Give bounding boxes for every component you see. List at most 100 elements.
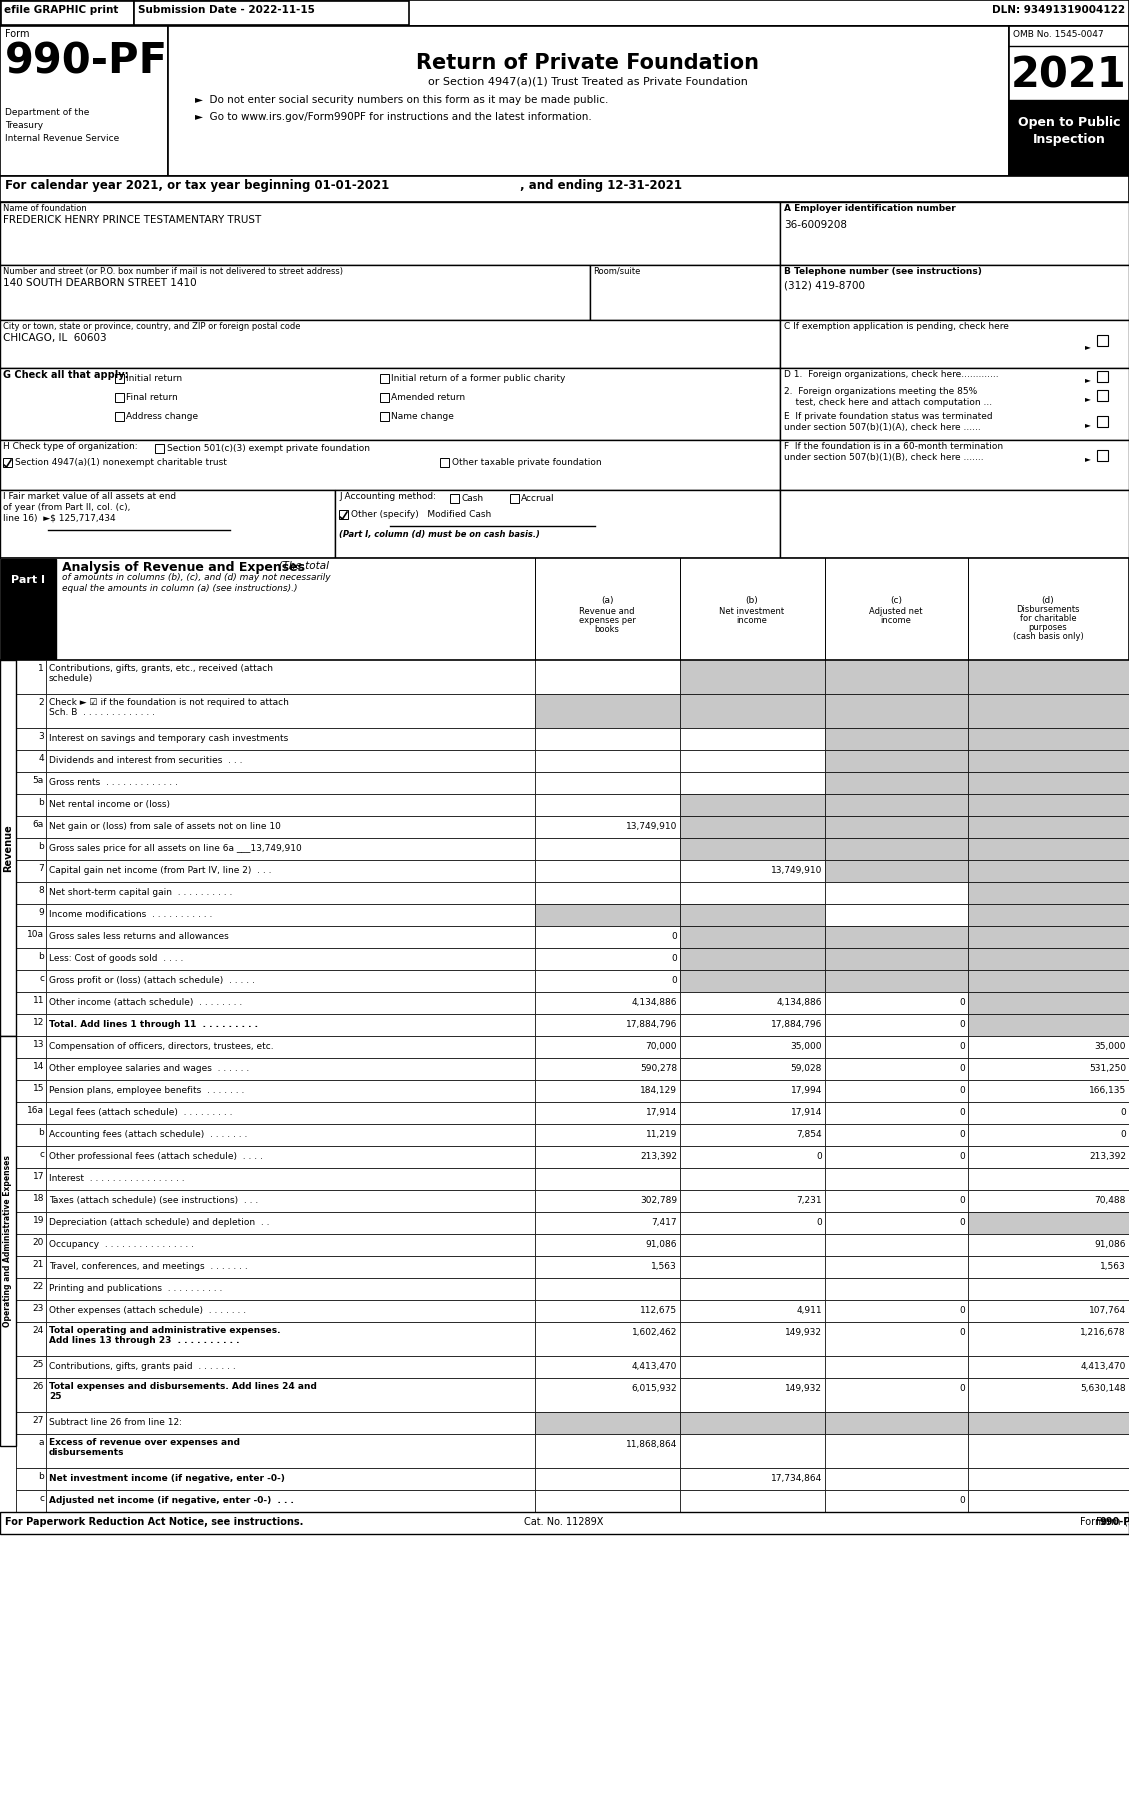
Bar (535, 1278, 680, 1300)
Bar (680, 1411, 825, 1435)
Text: Interest  . . . . . . . . . . . . . . . . .: Interest . . . . . . . . . . . . . . . .… (49, 1174, 185, 1183)
Text: Check ► ☑ if the foundation is not required to attach: Check ► ☑ if the foundation is not requi… (49, 698, 289, 707)
Text: 0: 0 (960, 998, 965, 1007)
Text: (c): (c) (890, 595, 902, 604)
Bar (46, 1102, 535, 1124)
Text: 1,602,462: 1,602,462 (631, 1329, 677, 1338)
Text: 0: 0 (960, 1329, 965, 1338)
Bar (0, 660, 16, 1036)
Text: Gross sales price for all assets on line 6a ___13,749,910: Gross sales price for all assets on line… (49, 843, 301, 852)
Text: 17,884,796: 17,884,796 (625, 1019, 677, 1028)
Text: 2021: 2021 (1012, 56, 1127, 97)
Text: income: income (736, 617, 768, 626)
Bar (46, 1145, 535, 1169)
Text: Submission Date - 2022-11-15: Submission Date - 2022-11-15 (138, 5, 315, 14)
Text: 17,734,864: 17,734,864 (771, 1474, 822, 1483)
Text: Cat. No. 11289X: Cat. No. 11289X (524, 1518, 604, 1527)
Text: Amended return: Amended return (391, 394, 465, 403)
Bar (16, 1081, 46, 1102)
Bar (680, 1377, 825, 1411)
Text: 140 SOUTH DEARBORN STREET 1410: 140 SOUTH DEARBORN STREET 1410 (3, 279, 196, 288)
Text: Gross sales less returns and allowances: Gross sales less returns and allowances (49, 931, 229, 940)
Text: 302,789: 302,789 (640, 1196, 677, 1205)
Text: 184,129: 184,129 (640, 1086, 677, 1095)
Text: 20: 20 (33, 1239, 44, 1248)
Text: c: c (40, 1151, 44, 1160)
Text: 7,231: 7,231 (796, 1196, 822, 1205)
Bar (16, 694, 1129, 728)
Text: Net short-term capital gain  . . . . . . . . . .: Net short-term capital gain . . . . . . … (49, 888, 233, 897)
Bar (968, 816, 1129, 838)
Bar (968, 1145, 1129, 1169)
Bar (0, 25, 1129, 176)
Text: Travel, conferences, and meetings  . . . . . . .: Travel, conferences, and meetings . . . … (49, 1262, 247, 1271)
Bar (968, 948, 1129, 969)
Bar (825, 883, 968, 904)
Bar (46, 1057, 535, 1081)
Text: Pension plans, employee benefits  . . . . . . .: Pension plans, employee benefits . . . .… (49, 1086, 244, 1095)
Bar (16, 1491, 46, 1512)
Text: Add lines 13 through 23  . . . . . . . . . .: Add lines 13 through 23 . . . . . . . . … (49, 1336, 239, 1345)
Text: Total. Add lines 1 through 11  . . . . . . . . .: Total. Add lines 1 through 11 . . . . . … (49, 1019, 259, 1028)
Bar (16, 1014, 46, 1036)
Text: ►: ► (1085, 455, 1091, 464)
Text: 531,250: 531,250 (1088, 1064, 1126, 1073)
Text: 17,914: 17,914 (790, 1108, 822, 1117)
Bar (780, 264, 1129, 320)
Bar (825, 838, 968, 859)
Text: Net rental income or (loss): Net rental income or (loss) (49, 800, 170, 809)
Bar (46, 1081, 535, 1102)
Text: Other income (attach schedule)  . . . . . . . .: Other income (attach schedule) . . . . .… (49, 998, 243, 1007)
Bar (968, 1377, 1129, 1411)
Bar (16, 1300, 46, 1322)
Bar (16, 1212, 46, 1233)
Bar (0, 1036, 16, 1446)
Text: Adjusted net income (if negative, enter -0-)  . . .: Adjusted net income (if negative, enter … (49, 1496, 294, 1505)
Text: Net investment: Net investment (719, 608, 785, 617)
Bar (825, 795, 968, 816)
Bar (825, 1356, 968, 1377)
Bar (680, 750, 825, 771)
Text: 17: 17 (33, 1172, 44, 1181)
Bar (46, 1212, 535, 1233)
Bar (16, 926, 1129, 948)
Bar (535, 1411, 680, 1435)
Text: c: c (40, 1494, 44, 1503)
Bar (825, 1124, 968, 1145)
Text: 18: 18 (33, 1194, 44, 1203)
Text: 17,914: 17,914 (646, 1108, 677, 1117)
Text: (b): (b) (745, 595, 759, 604)
Bar (535, 1036, 680, 1057)
Text: Open to Public: Open to Public (1017, 117, 1120, 129)
Bar (680, 728, 825, 750)
Text: Revenue and: Revenue and (579, 608, 634, 617)
Bar (16, 1036, 46, 1057)
Bar (535, 859, 680, 883)
Bar (46, 883, 535, 904)
Bar (16, 1491, 1129, 1512)
Text: of amounts in columns (b), (c), and (d) may not necessarily: of amounts in columns (b), (c), and (d) … (62, 574, 331, 583)
Bar (825, 1014, 968, 1036)
Bar (825, 948, 968, 969)
Text: ►: ► (1085, 342, 1091, 351)
Text: 0: 0 (960, 1129, 965, 1138)
Bar (16, 838, 1129, 859)
Text: 13,749,910: 13,749,910 (771, 867, 822, 876)
Bar (1009, 25, 1129, 176)
Text: 16a: 16a (27, 1106, 44, 1115)
Text: 7: 7 (38, 865, 44, 874)
Bar (46, 969, 535, 992)
Text: 8: 8 (38, 886, 44, 895)
Text: A Employer identification number: A Employer identification number (784, 203, 956, 212)
Bar (0, 0, 1129, 25)
Bar (16, 750, 46, 771)
Bar (16, 1036, 1129, 1057)
Text: 4,134,886: 4,134,886 (777, 998, 822, 1007)
Bar (825, 1300, 968, 1322)
Bar (1097, 390, 1108, 401)
Bar (3, 458, 12, 467)
Bar (535, 1102, 680, 1124)
Bar (155, 444, 164, 453)
Bar (115, 374, 124, 383)
Text: Number and street (or P.O. box number if mail is not delivered to street address: Number and street (or P.O. box number if… (3, 266, 343, 277)
